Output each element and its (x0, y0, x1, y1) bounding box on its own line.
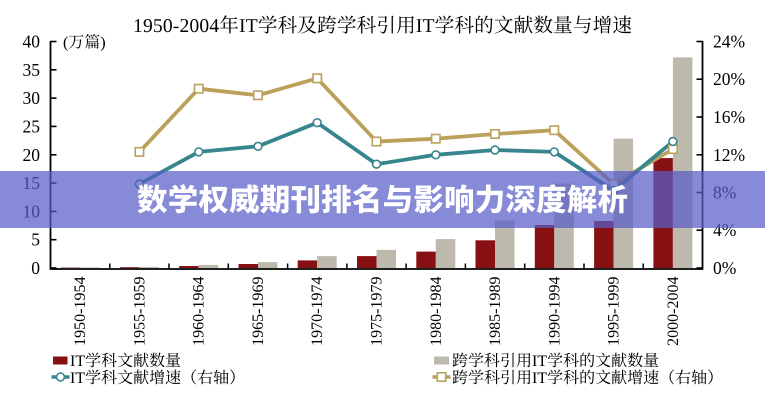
svg-text:1955-1959: 1955-1959 (131, 277, 148, 346)
svg-text:35: 35 (23, 60, 41, 80)
svg-text:1980-1984: 1980-1984 (428, 277, 445, 346)
svg-text:20: 20 (23, 145, 41, 165)
svg-text:40: 40 (23, 32, 41, 52)
svg-text:1990-1994: 1990-1994 (546, 277, 563, 346)
svg-text:24%: 24% (713, 32, 745, 52)
svg-text:1970-1974: 1970-1974 (309, 277, 326, 346)
svg-text:16%: 16% (713, 107, 745, 127)
svg-text:1985-1989: 1985-1989 (487, 277, 504, 346)
svg-text:0: 0 (31, 258, 40, 278)
svg-text:5: 5 (31, 230, 40, 250)
svg-text:1960-1964: 1960-1964 (191, 277, 208, 346)
svg-text:2000-2004: 2000-2004 (665, 277, 682, 346)
svg-text:12%: 12% (713, 145, 745, 165)
svg-text:20%: 20% (713, 69, 745, 89)
svg-text:1995-1999: 1995-1999 (606, 277, 623, 346)
svg-text:25: 25 (23, 116, 41, 136)
svg-text:1950-1954: 1950-1954 (72, 277, 89, 346)
svg-text:30: 30 (23, 88, 41, 108)
svg-text:1965-1969: 1965-1969 (250, 277, 267, 346)
svg-text:0%: 0% (713, 258, 736, 278)
svg-text:1975-1979: 1975-1979 (369, 277, 386, 346)
